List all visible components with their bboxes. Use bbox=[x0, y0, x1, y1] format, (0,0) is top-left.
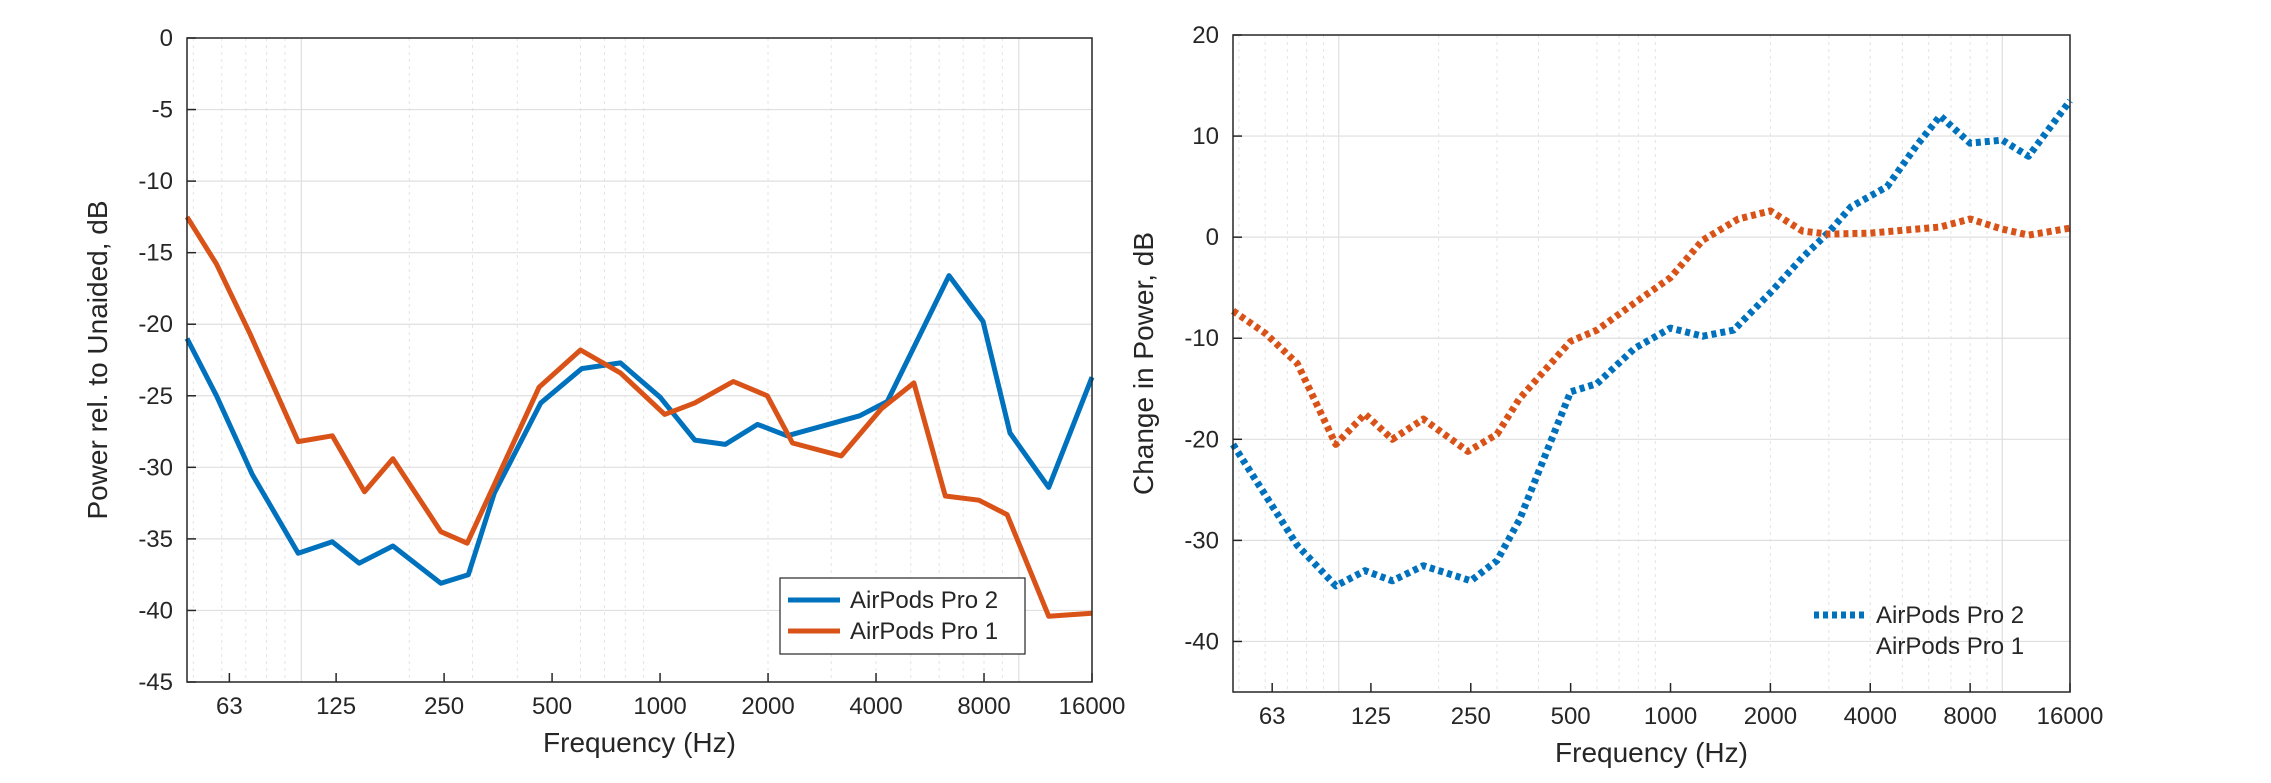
left-x-tick-label-1000: 1000 bbox=[633, 693, 686, 720]
left-chart-grid bbox=[187, 38, 1092, 682]
left-chart-legend-box bbox=[779, 577, 1026, 655]
right-x-tick-label-250: 250 bbox=[1451, 703, 1491, 730]
left-x-tick-label-250: 250 bbox=[424, 693, 464, 720]
right-chart-y-axis-label: Change in Power, dB bbox=[1128, 232, 1159, 495]
left-chart-legend: AirPods Pro 2 AirPods Pro 1 bbox=[779, 577, 1026, 655]
left-y-tick-label-0: 0 bbox=[160, 25, 173, 52]
right-x-tick-label-16000: 16000 bbox=[2037, 703, 2104, 730]
left-legend-label-airpods-pro-2: AirPods Pro 2 bbox=[850, 587, 998, 614]
left-chart-y-axis-label: Power rel. to Unaided, dB bbox=[82, 200, 113, 519]
right-chart-series bbox=[1230, 98, 2073, 590]
right-y-tick-label-10: -10 bbox=[1184, 325, 1219, 352]
left-y-tick-label-5: -5 bbox=[152, 97, 173, 124]
left-y-tick-label-15: -15 bbox=[138, 240, 173, 267]
right-legend-label-airpods-pro-2: AirPods Pro 2 bbox=[1876, 602, 2024, 629]
left-y-tick-label-35: -35 bbox=[138, 526, 173, 553]
right-series-line-airpods-pro-2 bbox=[1230, 98, 2073, 590]
left-y-tick-label-10: -10 bbox=[138, 168, 173, 195]
right-y-tick-label-0: 0 bbox=[1206, 224, 1219, 251]
right-chart-grid bbox=[1233, 35, 2070, 692]
left-y-tick-label-20: -20 bbox=[138, 311, 173, 338]
left-x-tick-label-2000: 2000 bbox=[741, 693, 794, 720]
left-y-tick-label-25: -25 bbox=[138, 383, 173, 410]
left-chart-x-axis-label: Frequency (Hz) bbox=[543, 727, 736, 758]
left-chart-axes-box bbox=[186, 37, 1093, 683]
right-x-tick-label-125: 125 bbox=[1351, 703, 1391, 730]
left-x-tick-label-16000: 16000 bbox=[1059, 693, 1126, 720]
left-series-line-airpods-pro-2 bbox=[184, 273, 1095, 586]
left-x-tick-label-125: 125 bbox=[316, 693, 356, 720]
right-chart-x-axis-label: Frequency (Hz) bbox=[1555, 737, 1748, 768]
left-series-line-airpods-pro-1 bbox=[184, 215, 1093, 619]
left-x-tick-label-63: 63 bbox=[216, 693, 243, 720]
left-y-tick-label-40: -40 bbox=[138, 597, 173, 624]
left-y-tick-label-45: -45 bbox=[138, 669, 173, 696]
right-y-tick-label-30: -30 bbox=[1184, 527, 1219, 554]
right-x-tick-label-2000: 2000 bbox=[1744, 703, 1797, 730]
left-chart-power-rel-unaided: 63 125 250 500 1000 2000 4000 8000 16000 -45 -40 -3… bbox=[82, 25, 1125, 758]
left-y-tick-label-30: -30 bbox=[138, 454, 173, 481]
right-chart-ticks: 63 125 250 500 1000 2000 4000 8000 16000 -40 -30 -2… bbox=[1184, 22, 2103, 730]
right-y-tick-label-20: 20 bbox=[1192, 22, 1219, 49]
right-y-tick-label-40: -40 bbox=[1184, 628, 1219, 655]
right-x-tick-label-8000: 8000 bbox=[1943, 703, 1996, 730]
right-y-tick-label-10: 10 bbox=[1192, 123, 1219, 150]
left-chart-series bbox=[184, 215, 1095, 619]
left-legend-label-airpods-pro-1: AirPods Pro 1 bbox=[850, 618, 998, 645]
right-x-tick-label-1000: 1000 bbox=[1644, 703, 1697, 730]
left-chart-ticks: 63 125 250 500 1000 2000 4000 8000 16000 -45 -40 -3… bbox=[138, 25, 1125, 720]
right-x-tick-label-500: 500 bbox=[1551, 703, 1591, 730]
right-x-tick-label-63: 63 bbox=[1259, 703, 1286, 730]
left-x-tick-label-8000: 8000 bbox=[957, 693, 1010, 720]
right-legend-label-airpods-pro-1: AirPods Pro 1 bbox=[1876, 633, 2024, 660]
right-series-line-airpods-pro-1 bbox=[1231, 207, 2071, 455]
left-x-tick-label-4000: 4000 bbox=[849, 693, 902, 720]
right-chart-change-in-power: 63 125 250 500 1000 2000 4000 8000 16000 -40 -30 -2… bbox=[1128, 22, 2103, 768]
right-y-tick-label-20: -20 bbox=[1184, 426, 1219, 453]
right-chart-axes-box bbox=[1232, 34, 2071, 693]
right-x-tick-label-4000: 4000 bbox=[1844, 703, 1897, 730]
left-x-tick-label-500: 500 bbox=[532, 693, 572, 720]
right-chart-legend: AirPods Pro 2 AirPods Pro 1 bbox=[1814, 602, 2024, 660]
